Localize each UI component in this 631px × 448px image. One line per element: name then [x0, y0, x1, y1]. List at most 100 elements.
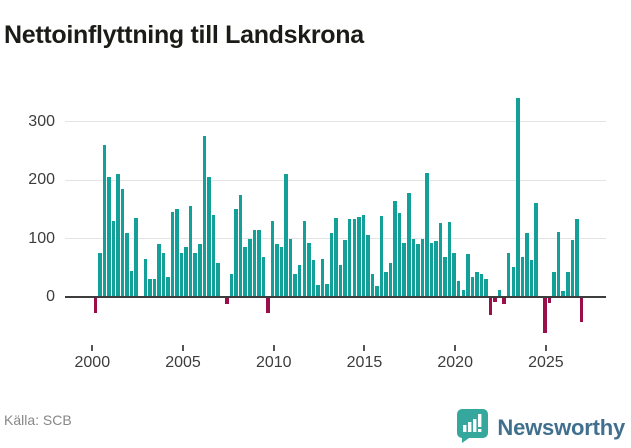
bar-2020Q2: [461, 290, 466, 297]
bar-2005Q4: [198, 244, 202, 297]
source-credit: Källa: SCB: [4, 412, 72, 428]
bar-2018Q3: [429, 243, 434, 297]
x-tick-label-2005: 2005: [165, 354, 201, 371]
bar-2023Q4: [525, 233, 529, 297]
bar-2015Q2: [370, 273, 375, 297]
bar-2023Q3: [520, 256, 525, 297]
bar-2004Q3: [175, 209, 179, 298]
bar-2000Q1: [93, 297, 98, 314]
x-tick-label-2015: 2015: [346, 354, 383, 371]
bar-2006Q3: [211, 215, 216, 297]
bar-2023Q1: [511, 266, 516, 297]
bar-2025Q1: [547, 297, 552, 304]
bar-2025Q2: [552, 271, 556, 297]
x-tick-2000: [91, 345, 94, 351]
bar-2018Q2: [425, 173, 429, 297]
bar-2004Q4: [179, 253, 184, 297]
bar-2011Q2: [297, 264, 302, 297]
bar-2017Q4: [416, 244, 420, 297]
bar-2016Q1: [384, 271, 388, 297]
bar-2017Q1: [402, 242, 406, 297]
y-tick-label-200: 200: [28, 171, 55, 188]
y-tick-label-0: 0: [46, 288, 55, 305]
bar-2014Q1: [347, 219, 352, 297]
bar-2011Q4: [307, 242, 311, 297]
bar-2026Q2: [570, 240, 575, 297]
x-tick-2015: [363, 345, 366, 351]
bar-2012Q4: [325, 283, 329, 297]
bar-2023Q2: [516, 98, 520, 297]
bar-2013Q3: [338, 264, 343, 297]
bar-2020Q3: [466, 253, 470, 297]
bar-2015Q3: [375, 285, 379, 297]
bar-2000Q2: [98, 253, 102, 297]
x-tick-label-2020: 2020: [437, 354, 473, 371]
page-title: Nettoinflyttning till Landskrona: [4, 20, 364, 49]
y-tick-label-100: 100: [28, 229, 55, 247]
bar-2008Q2: [243, 247, 247, 297]
bar-2014Q4: [361, 215, 366, 297]
gridline-300: [65, 121, 606, 122]
bar-2024Q4: [543, 297, 547, 333]
x-tick-2025: [544, 345, 547, 351]
bar-2022Q4: [506, 252, 511, 297]
bar-2021Q1: [475, 272, 479, 297]
bar-2008Q3: [248, 238, 252, 297]
bar-2003Q3: [157, 244, 161, 297]
bar-2019Q3: [447, 221, 452, 297]
bar-2021Q4: [488, 297, 493, 316]
bar-2002Q1: [129, 270, 134, 297]
bar-2008Q1: [238, 194, 243, 297]
bar-2022Q3: [502, 297, 506, 304]
newsworthy-logo[interactable]: Newsworthy: [455, 407, 625, 448]
bar-2001Q4: [125, 232, 129, 297]
x-tick-2020: [454, 345, 457, 351]
bar-2003Q1: [148, 279, 152, 297]
bar-2026Q1: [566, 271, 570, 297]
bar-2024Q1: [529, 259, 534, 297]
bar-2012Q3: [320, 259, 325, 297]
bar-2000Q3: [102, 144, 107, 297]
bar-2012Q2: [316, 285, 320, 297]
bar-2002Q2: [134, 218, 138, 297]
bar-2026Q4: [579, 297, 584, 322]
bar-2005Q1: [184, 247, 188, 297]
bar-2001Q1: [111, 220, 116, 297]
x-tick-label-2025: 2025: [528, 354, 564, 371]
bar-2019Q1: [438, 223, 443, 297]
bar-2009Q4: [270, 220, 275, 297]
bar-2010Q4: [288, 238, 293, 297]
bar-2009Q1: [257, 229, 261, 297]
gridline-200: [65, 179, 606, 181]
bar-2001Q3: [120, 188, 125, 297]
bar-2020Q4: [470, 277, 475, 297]
bar-2019Q2: [443, 257, 447, 297]
bar-2007Q3: [229, 273, 234, 297]
bar-2014Q2: [352, 218, 357, 297]
bar-2003Q2: [152, 279, 157, 297]
bar-2014Q3: [357, 216, 361, 297]
bar-2004Q2: [170, 212, 175, 297]
bar-2004Q1: [166, 276, 170, 297]
bar-2007Q4: [234, 209, 238, 298]
bar-2010Q2: [279, 247, 284, 297]
bar-2017Q2: [407, 192, 411, 297]
x-tick-label-2000: 2000: [74, 354, 111, 371]
bar-2010Q1: [275, 244, 279, 297]
bar-2003Q4: [161, 253, 166, 297]
bar-2010Q3: [284, 174, 288, 297]
bar-2001Q2: [116, 174, 120, 297]
bar-2005Q2: [188, 206, 193, 297]
bar-2008Q4: [252, 229, 257, 297]
bar-2006Q1: [202, 136, 207, 297]
bar-2021Q3: [484, 279, 488, 297]
bar-2009Q3: [266, 297, 270, 314]
bar-2009Q2: [261, 257, 266, 297]
bar-2026Q3: [575, 218, 579, 297]
bar-2025Q4: [561, 290, 565, 297]
bar-2016Q4: [397, 212, 402, 297]
bar-2007Q2: [225, 297, 229, 304]
bar-2025Q3: [556, 231, 561, 297]
newsworthy-wordmark: Newsworthy: [497, 414, 625, 440]
bar-2005Q3: [193, 253, 197, 297]
